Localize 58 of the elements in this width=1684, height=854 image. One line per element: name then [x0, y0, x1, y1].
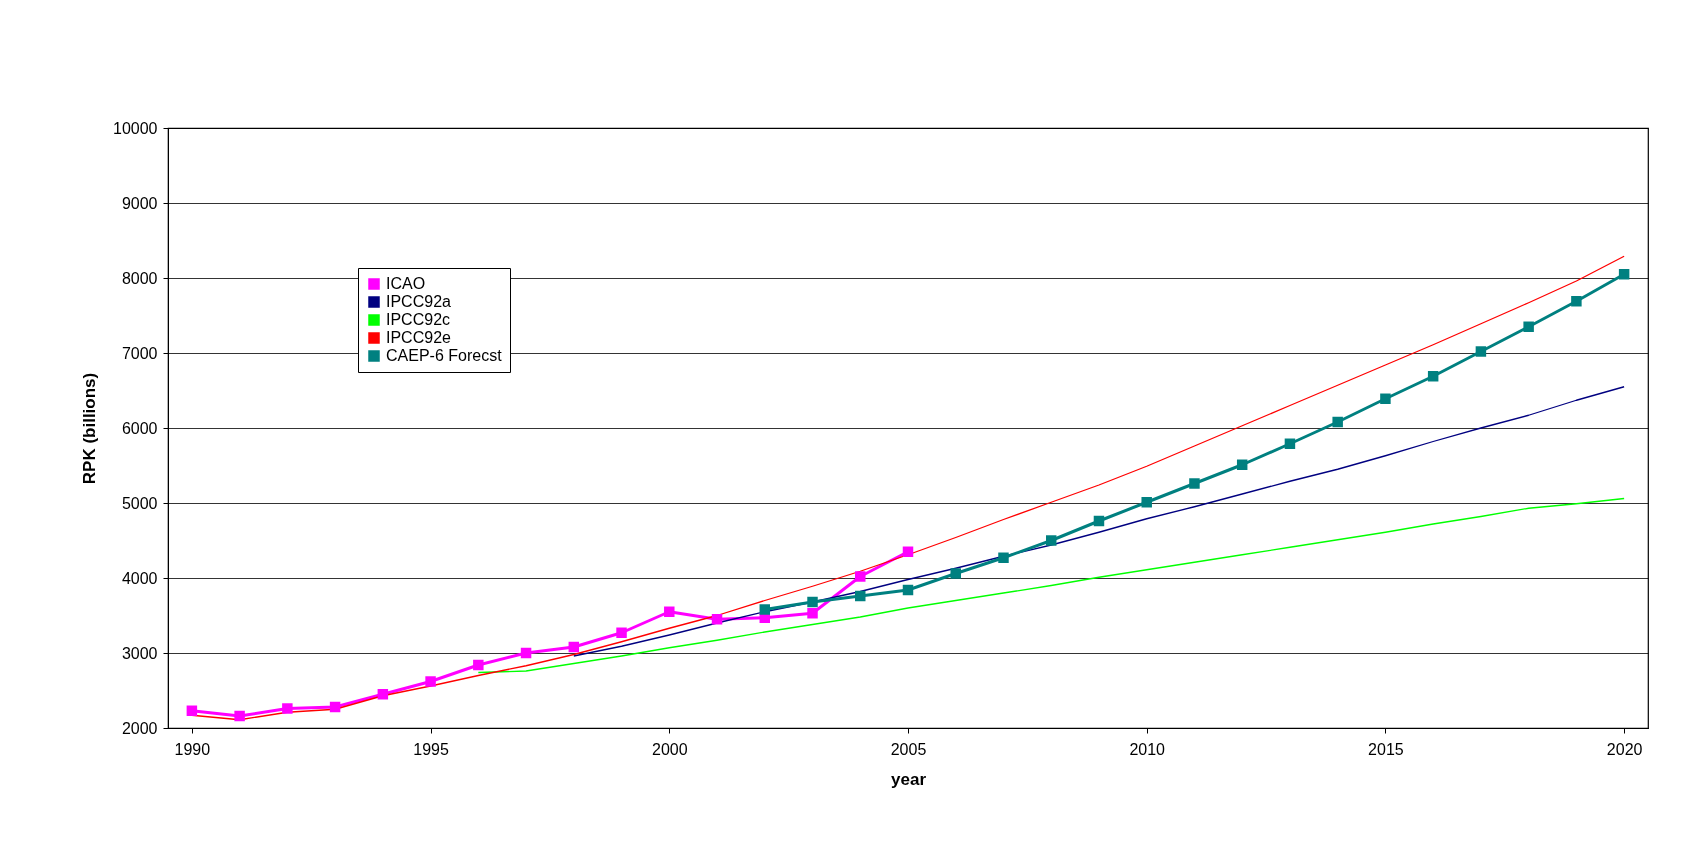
line-series [573, 386, 1625, 657]
y-tick-label: 4000 [121, 569, 158, 587]
legend-label: IPCC92e [386, 329, 452, 346]
y-tick-label: 9000 [121, 194, 158, 212]
x-tick-label: 2005 [890, 740, 927, 758]
point [473, 659, 484, 671]
point [998, 552, 1009, 563]
y-axis-title: RPK (billions) [80, 372, 100, 485]
point [329, 701, 341, 713]
point [807, 596, 818, 608]
point [1236, 459, 1248, 470]
point [1475, 346, 1487, 357]
point [1427, 371, 1439, 382]
point [1045, 535, 1057, 546]
x-tick-label: 1995 [413, 740, 449, 758]
point [711, 614, 723, 625]
point [1523, 321, 1534, 332]
legend-label: ICAO [386, 275, 426, 292]
y-tick-label: 8000 [121, 269, 158, 287]
point [616, 627, 627, 638]
point [425, 676, 436, 687]
point [664, 606, 675, 617]
y-tick-label: 5000 [121, 494, 158, 512]
point [186, 705, 198, 716]
point [1332, 416, 1343, 428]
point [855, 590, 866, 602]
point [568, 641, 580, 653]
y-tick-label: 6000 [121, 419, 158, 437]
point [855, 571, 866, 582]
point [234, 710, 245, 722]
y-tick-label: 7000 [121, 344, 158, 362]
x-tick-label: 2015 [1368, 740, 1404, 758]
x-tick-label: 1990 [174, 740, 211, 758]
point [950, 568, 961, 579]
point [902, 584, 914, 596]
legend-label: CAEP-6 Forecst [386, 347, 503, 364]
point [377, 689, 389, 700]
y-tick-label: 2000 [121, 719, 158, 737]
x-axis-title: year [891, 769, 927, 789]
point [1284, 438, 1296, 449]
legend-label: IPCC92c [386, 311, 451, 328]
point [1380, 393, 1391, 404]
point [759, 604, 771, 615]
x-tick-label: 2020 [1606, 740, 1643, 758]
point [282, 703, 293, 714]
point [1141, 497, 1152, 508]
legend-label: IPCC92a [386, 293, 452, 310]
point [807, 608, 818, 619]
x-tick-label: 2010 [1129, 740, 1166, 758]
point [902, 546, 914, 557]
point [1189, 478, 1200, 489]
point [1093, 515, 1105, 527]
x-tick-label: 2000 [651, 740, 688, 758]
point [1618, 269, 1630, 280]
y-tick-label: 3000 [121, 644, 158, 662]
point [520, 647, 532, 659]
y-tick-label: 10000 [113, 119, 158, 137]
point [1571, 296, 1582, 307]
